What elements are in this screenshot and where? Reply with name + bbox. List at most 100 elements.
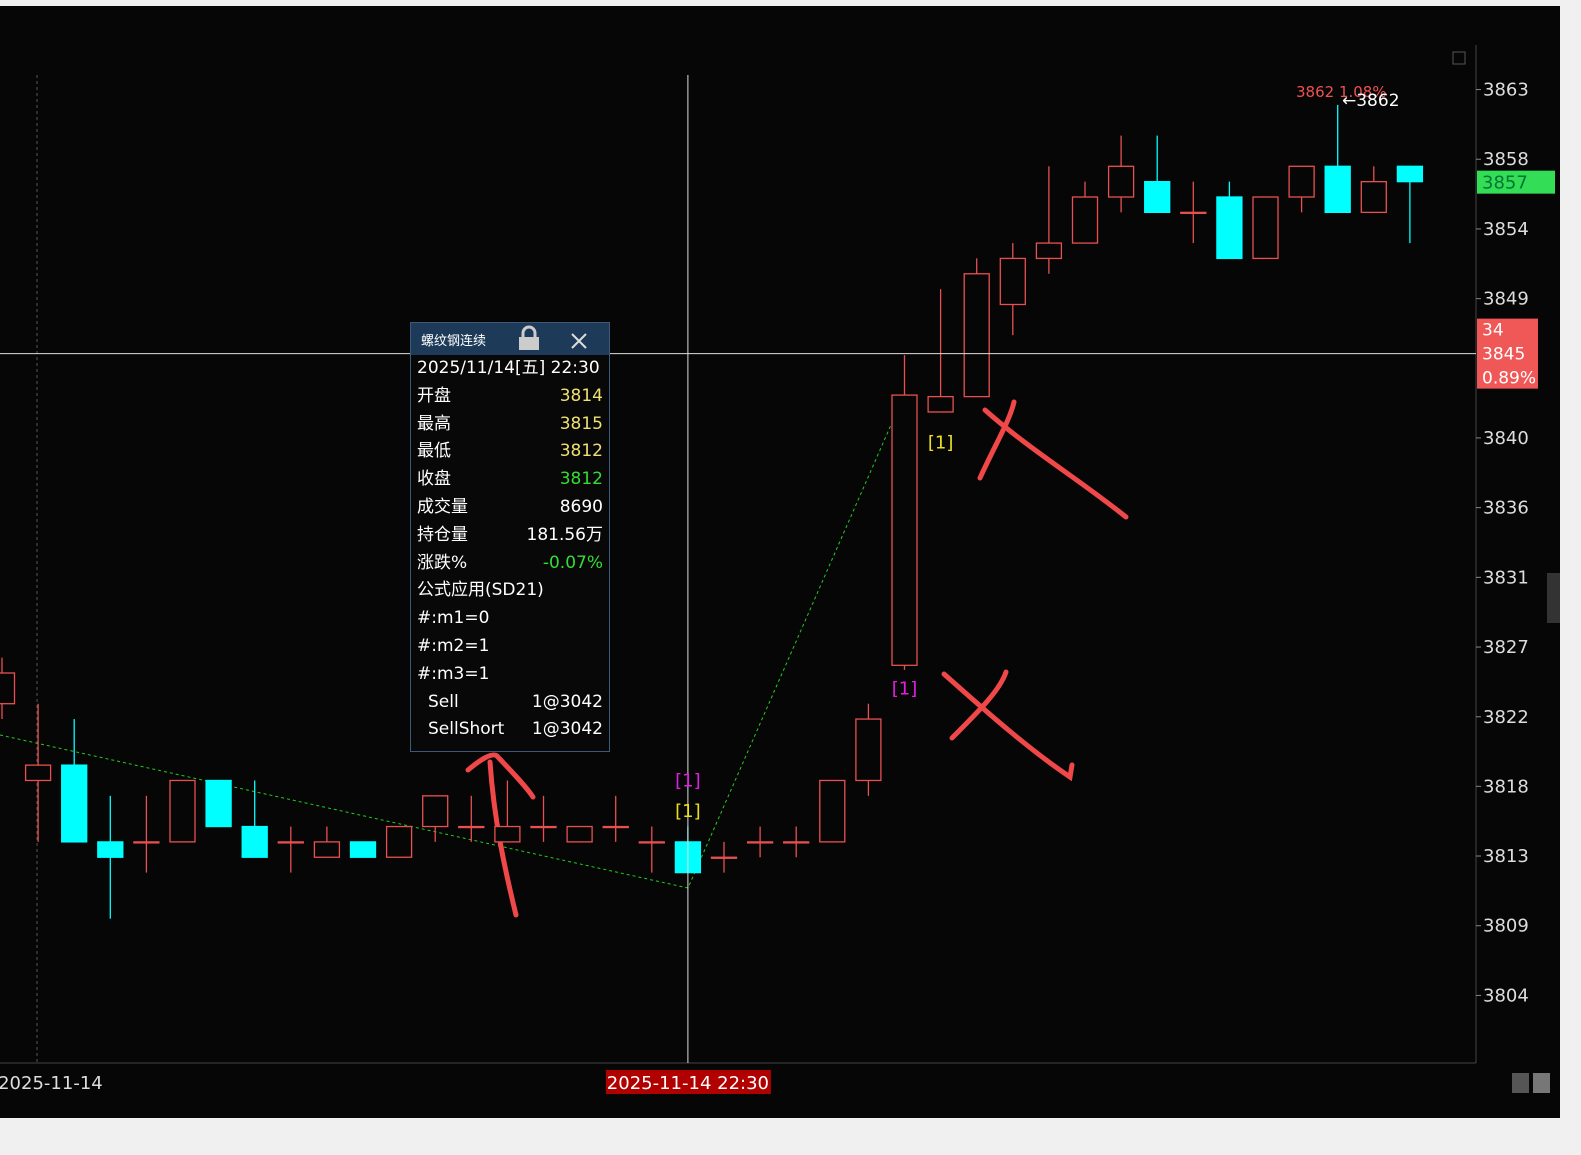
candle-body	[819, 779, 846, 843]
candle-body	[241, 825, 268, 858]
row-label: 最高	[417, 413, 451, 434]
signal-label: [1]	[928, 433, 954, 454]
candle-body	[746, 841, 774, 844]
scroll-button[interactable]	[1512, 1073, 1529, 1093]
y-tick-label: 3809	[1483, 916, 1529, 937]
hand-annotation	[465, 399, 1129, 918]
candle-body	[494, 825, 521, 843]
candle-body	[963, 273, 990, 398]
candle-body	[24, 764, 52, 782]
y-tick-label: 3858	[1483, 149, 1529, 170]
candle-body	[638, 841, 665, 844]
row-label: 成交量	[417, 496, 468, 517]
param: #:m2=1	[417, 635, 490, 656]
tooltip-row: 公式应用(SD21)	[411, 577, 609, 605]
tooltip-row: 收盘 3812	[411, 466, 609, 494]
candle-body	[458, 825, 485, 829]
tooltip-title: 螺纹钢连续	[421, 333, 487, 349]
order-value: 1@3042	[531, 719, 603, 740]
formula: 公式应用(SD21)	[417, 580, 544, 601]
high-pointer: ←3862	[1342, 91, 1400, 111]
candle-body	[1396, 165, 1424, 183]
candle-body	[133, 841, 160, 844]
candle-body	[783, 841, 810, 844]
candle-body	[205, 779, 232, 828]
candle-body	[349, 841, 377, 858]
candle-body	[891, 394, 918, 666]
candle-body	[1360, 181, 1387, 214]
tooltip-row: 持仓量 181.56万	[411, 522, 609, 550]
row-value: 3812	[559, 441, 603, 462]
row-label: 最低	[417, 441, 451, 462]
candle-body	[1324, 165, 1351, 214]
tooltip-row: 最低 3812	[411, 438, 609, 466]
candle-body	[1252, 196, 1279, 260]
tooltip-row: Sell 1@3042	[411, 689, 609, 717]
row-value: 181.56万	[526, 524, 603, 545]
x-tick-label: 2025-11-14	[0, 1073, 103, 1094]
tooltip-row: #:m3=1	[411, 661, 609, 689]
candle-body	[999, 257, 1026, 306]
y-tick-label: 3849	[1483, 289, 1529, 310]
tooltip-row: #:m2=1	[411, 633, 609, 661]
candle-body	[277, 841, 304, 844]
crosshair-count: 34	[1482, 321, 1504, 341]
row-value: 3814	[559, 385, 603, 406]
row-label: 收盘	[417, 469, 451, 490]
row-value: 3812	[559, 469, 603, 490]
y-tick-label: 3854	[1483, 219, 1529, 240]
param: #:m1=0	[417, 608, 490, 629]
y-tick-label: 3818	[1483, 776, 1529, 797]
candle-body	[385, 825, 413, 858]
tooltip-header: 螺纹钢连续	[411, 323, 609, 355]
candle-body	[1180, 211, 1207, 215]
side-tab[interactable]	[1547, 573, 1560, 623]
row-value: -0.07%	[542, 552, 603, 573]
candle-body	[97, 841, 124, 858]
candle-body	[313, 841, 341, 858]
order-type: Sell	[428, 691, 459, 712]
y-tick-label: 3863	[1483, 80, 1529, 101]
tooltip-row: SellShort 1@3042	[411, 716, 609, 744]
candle-body	[710, 856, 738, 859]
candle-body	[61, 764, 88, 843]
row-value: 3815	[559, 413, 603, 434]
candle-body	[855, 718, 882, 782]
order-type: SellShort	[428, 719, 505, 740]
candle-body	[1144, 181, 1171, 214]
tooltip-icons[interactable]	[511, 323, 601, 355]
y-tick-label: 3836	[1483, 498, 1529, 519]
tooltip-rows: 开盘 3814 最高 3815 最低 3812 收盘 3812 成交量 8690 持仓量 181.56…	[411, 383, 609, 744]
row-label: 持仓量	[417, 524, 468, 545]
tooltip-row: 成交量 8690	[411, 494, 609, 522]
crosshair-price: 3845	[1482, 345, 1525, 365]
crosshair-time-bg	[605, 1070, 771, 1094]
candle-body	[1035, 242, 1063, 260]
tooltip-row: 最高 3815	[411, 411, 609, 439]
candle-body	[1107, 165, 1135, 198]
candle-body	[1288, 165, 1315, 198]
candle-body	[602, 825, 629, 829]
corner-box	[1452, 51, 1466, 65]
scroll-button[interactable]	[1533, 1073, 1550, 1093]
y-tick-label: 3813	[1483, 846, 1529, 867]
y-tick-label: 3822	[1483, 707, 1529, 728]
signal-label: [1]	[675, 801, 701, 822]
last-price-label: 3857	[1482, 173, 1528, 194]
crosshair-price-bg	[1477, 318, 1538, 389]
high-marker: 3862 1.08%	[1296, 83, 1387, 101]
row-value: 8690	[559, 496, 603, 517]
tooltip-row: 开盘 3814	[411, 383, 609, 411]
crosshair-time-label: 2025-11-14 22:30	[607, 1073, 769, 1094]
candle-body	[1071, 196, 1099, 244]
candle-body	[0, 672, 16, 705]
y-tick-label: 3827	[1483, 637, 1529, 658]
candle-body	[1216, 196, 1243, 260]
candle-body	[927, 395, 954, 413]
last-price-bg	[1477, 170, 1555, 194]
signal-label: [1]	[675, 770, 701, 791]
candle-body	[530, 825, 557, 829]
y-tick-label: 3804	[1483, 985, 1529, 1006]
